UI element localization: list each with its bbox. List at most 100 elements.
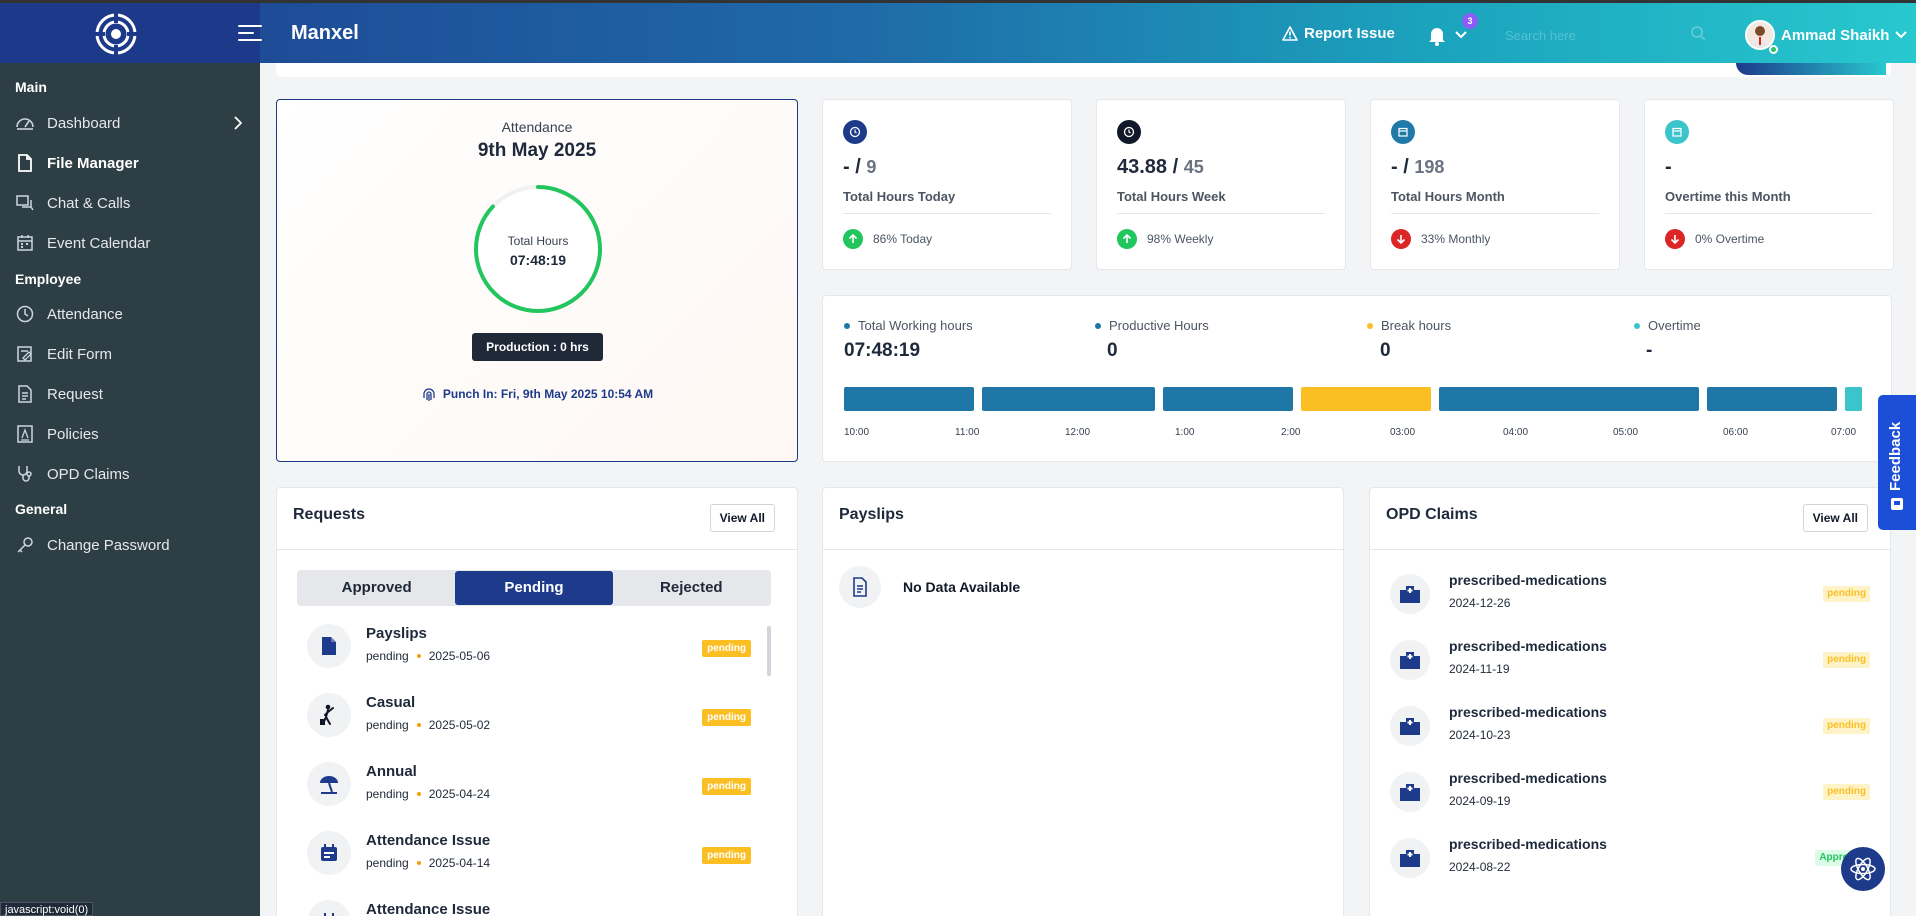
sidebar-item-policies[interactable]: Policies xyxy=(15,419,250,449)
claim-date: 2024-10-23 xyxy=(1449,728,1511,742)
chevron-right-icon xyxy=(234,116,242,130)
hospital-icon xyxy=(1390,838,1430,878)
arrow-down-icon xyxy=(1391,229,1411,249)
attendance-label: Attendance xyxy=(501,119,573,135)
requests-title: Requests xyxy=(293,506,366,523)
requests-view-all-button[interactable]: View All xyxy=(709,504,775,532)
stat-label: Total Hours Today xyxy=(843,189,956,204)
payslips-panel: Payslips No Data Available xyxy=(822,487,1344,916)
document-icon xyxy=(18,385,32,403)
payslip-document-icon xyxy=(307,624,351,668)
stat-trend: 0% Overtime xyxy=(1665,229,1764,249)
document-icon xyxy=(839,566,881,608)
request-meta: pending 2025-04-24 xyxy=(366,787,491,801)
sidebar-item-file-manager[interactable]: File Manager xyxy=(15,148,250,178)
list-item[interactable]: Payslips pending 2025-05-06 pending xyxy=(297,616,765,676)
timeline-tick: 12:00 xyxy=(1065,427,1091,438)
sidebar-item-dashboard[interactable]: Dashboard xyxy=(15,108,250,138)
sidebar-item-label: Request xyxy=(47,385,103,403)
timeline-segment-break xyxy=(1301,387,1431,411)
sidebar-item-label: Chat & Calls xyxy=(47,194,131,212)
search-input[interactable] xyxy=(1505,21,1695,49)
sidebar-item-change-password[interactable]: Change Password xyxy=(15,530,250,560)
request-status-tabs: Approved Pending Rejected xyxy=(297,570,771,606)
sidebar-item-event-calendar[interactable]: Event Calendar xyxy=(15,228,250,258)
claim-name: prescribed-medications xyxy=(1449,770,1607,786)
status-bar-link: javascript:void(0) xyxy=(0,902,94,916)
empty-state-text: No Data Available xyxy=(903,579,1021,595)
online-status-dot xyxy=(1769,45,1778,54)
timeline-segment-working xyxy=(1707,387,1837,411)
sidebar-item-chat-calls[interactable]: Chat & Calls xyxy=(15,188,250,218)
list-scrollbar[interactable] xyxy=(767,626,771,676)
stat-card-month: - / 198 Total Hours Month 33% Monthly xyxy=(1370,99,1620,270)
sidebar-section-main: Main xyxy=(15,79,47,95)
menu-toggle-icon[interactable] xyxy=(238,25,262,43)
list-item[interactable]: Casual pending 2025-05-02 pending xyxy=(297,685,765,745)
request-meta: pending 2025-05-06 xyxy=(366,649,491,663)
list-item[interactable]: Attendance Issue pending xyxy=(297,892,765,916)
search-icon[interactable] xyxy=(1690,25,1706,41)
bell-icon[interactable] xyxy=(1425,23,1449,47)
feedback-label: Feedback xyxy=(1887,421,1904,491)
tab-rejected[interactable]: Rejected xyxy=(660,579,723,596)
tab-approved[interactable]: Approved xyxy=(341,579,412,596)
hospital-icon xyxy=(1390,640,1430,680)
chevron-down-icon xyxy=(1895,31,1908,39)
hospital-icon xyxy=(1390,574,1430,614)
user-menu[interactable]: Ammad Shaikh xyxy=(1745,20,1908,50)
stat-value: 43.88 / 45 xyxy=(1117,156,1204,178)
legend-break: Break hours xyxy=(1367,318,1451,333)
list-item[interactable]: prescribed-medications 2024-12-26 pendin… xyxy=(1370,570,1890,636)
stat-trend-label: 86% Today xyxy=(873,232,933,246)
divider xyxy=(843,213,1051,214)
timeline-tick: 10:00 xyxy=(844,427,870,438)
sidebar-item-attendance[interactable]: Attendance xyxy=(15,299,250,329)
assistant-button[interactable] xyxy=(1841,847,1885,891)
stat-card-week: 43.88 / 45 Total Hours Week 98% Weekly xyxy=(1096,99,1346,270)
list-item[interactable]: Annual pending 2025-04-24 pending xyxy=(297,754,765,814)
list-item[interactable]: prescribed-medications 2024-11-19 pendin… xyxy=(1370,636,1890,702)
sidebar-item-label: Dashboard xyxy=(47,114,121,132)
feedback-tab[interactable]: Feedback xyxy=(1878,395,1916,530)
report-issue-button[interactable]: Report Issue xyxy=(1282,25,1395,42)
divider xyxy=(1117,213,1325,214)
sidebar-item-label: Edit Form xyxy=(47,345,113,363)
chat-icon xyxy=(16,195,34,211)
ring-label: Total Hours xyxy=(507,234,569,248)
sidebar-item-request[interactable]: Request xyxy=(15,379,250,409)
logo[interactable] xyxy=(95,13,137,55)
list-item[interactable]: prescribed-medications 2024-10-23 pendin… xyxy=(1370,702,1890,768)
list-item[interactable]: prescribed-medications 2024-09-19 pendin… xyxy=(1370,768,1890,834)
calendar-icon xyxy=(307,900,351,916)
sidebar-item-label: Event Calendar xyxy=(47,234,151,252)
timeline-segment-working xyxy=(1163,387,1293,411)
timeline-tick: 07:00 xyxy=(1831,427,1857,438)
list-item[interactable]: prescribed-medications 2024-08-22 Approv… xyxy=(1370,834,1890,900)
request-type: Attendance Issue xyxy=(366,901,491,916)
sidebar-item-label: File Manager xyxy=(47,154,139,172)
arrow-up-icon xyxy=(843,229,863,249)
request-type: Attendance Issue xyxy=(366,832,491,849)
sidebar-item-opd-claims[interactable]: OPD Claims xyxy=(15,459,250,489)
stat-trend: 86% Today xyxy=(843,229,932,249)
panel-header: Payslips xyxy=(823,488,1343,550)
request-type: Annual xyxy=(366,763,417,780)
claim-name: prescribed-medications xyxy=(1449,836,1607,852)
tab-pending[interactable]: Pending xyxy=(455,571,613,605)
calendar-icon xyxy=(307,831,351,875)
timeline-segment-working xyxy=(844,387,974,411)
opd-view-all-button[interactable]: View All xyxy=(1802,504,1868,532)
beach-umbrella-icon xyxy=(307,762,351,806)
edit-form-icon xyxy=(17,346,32,362)
list-item[interactable]: Attendance Issue pending 2025-04-14 pendi… xyxy=(297,823,765,883)
sidebar-item-edit-form[interactable]: Edit Form xyxy=(15,339,250,369)
banner-accent xyxy=(1736,63,1886,75)
opd-claims-panel: OPD Claims View All prescribed-medicatio… xyxy=(1369,487,1891,916)
chevron-down-icon[interactable] xyxy=(1455,31,1467,39)
stat-card-today: - / 9 Total Hours Today 86% Today xyxy=(822,99,1072,270)
request-list: Payslips pending 2025-05-06 pending Casua… xyxy=(297,616,771,916)
hospital-icon xyxy=(1390,706,1430,746)
calendar-icon xyxy=(17,235,33,251)
stat-value: - / 9 xyxy=(843,156,877,178)
